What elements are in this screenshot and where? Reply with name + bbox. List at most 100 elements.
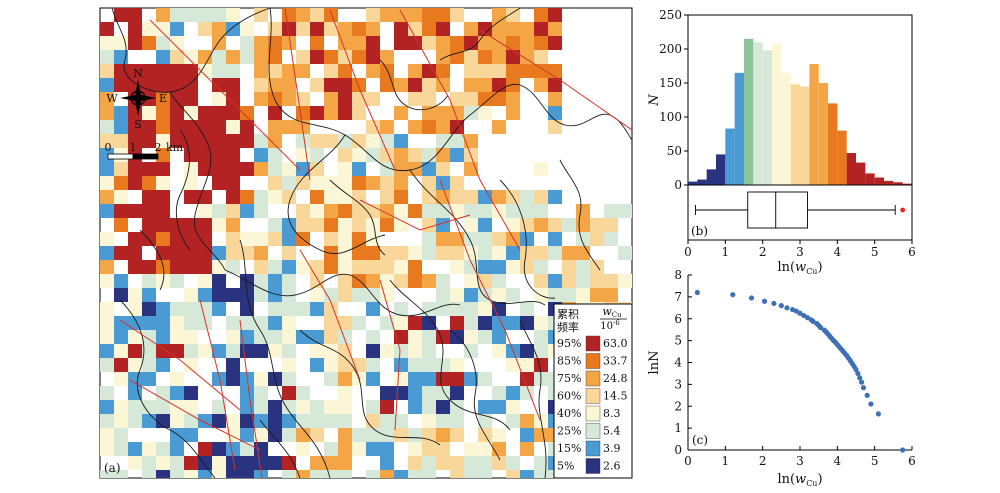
map-cell xyxy=(380,176,394,190)
map-cell xyxy=(296,302,310,316)
map-cell xyxy=(142,470,156,478)
map-cell xyxy=(534,288,548,302)
map-cell xyxy=(436,414,450,428)
map-cell xyxy=(100,36,114,50)
map-cell xyxy=(156,148,170,162)
map-cell xyxy=(422,120,436,134)
map-cell xyxy=(408,246,422,260)
map-cell xyxy=(520,442,534,456)
map-cell xyxy=(268,64,282,78)
panel-b-histogram-box: 0 50 100 150 200 250 N (b) 0 1 2 3 4 5 6 ln(wCu) xyxy=(647,8,916,276)
map-cell xyxy=(282,176,296,190)
map-cell xyxy=(478,64,492,78)
map-cell xyxy=(310,36,324,50)
map-cell xyxy=(366,120,380,134)
map-cell xyxy=(394,260,408,274)
panel-b-label: (b) xyxy=(691,224,708,238)
map-cell xyxy=(100,190,114,204)
map-cell xyxy=(520,358,534,372)
map-cell xyxy=(198,50,212,64)
map-cell xyxy=(254,78,268,92)
scatter-ytick: 1 xyxy=(674,421,682,435)
map-cell xyxy=(380,120,394,134)
legend-header-line2: 频率 xyxy=(557,320,579,334)
map-cell xyxy=(380,344,394,358)
map-cell xyxy=(338,470,352,478)
map-cell xyxy=(156,92,170,106)
map-cell xyxy=(184,330,198,344)
map-cell xyxy=(366,330,380,344)
scatter-ytick: 2 xyxy=(674,399,682,413)
map-cell xyxy=(380,190,394,204)
map-cell xyxy=(240,302,254,316)
map-cell xyxy=(436,288,450,302)
map-cell xyxy=(506,106,520,120)
map-cell xyxy=(282,470,296,478)
map-cell xyxy=(366,344,380,358)
map-cell xyxy=(142,162,156,176)
map-cell xyxy=(184,176,198,190)
map-cell xyxy=(212,372,226,386)
map-cell xyxy=(114,64,128,78)
map-cell xyxy=(184,316,198,330)
map-cell xyxy=(548,106,562,120)
map-cell xyxy=(436,78,450,92)
compass-w: W xyxy=(106,92,118,105)
map-cell xyxy=(338,274,352,288)
map-cell xyxy=(142,288,156,302)
map-cell xyxy=(128,246,142,260)
map-cell xyxy=(464,274,478,288)
map-cell xyxy=(478,190,492,204)
map-cell xyxy=(170,232,184,246)
map-cell xyxy=(226,176,240,190)
map-cell xyxy=(226,148,240,162)
map-cell xyxy=(268,134,282,148)
map-cell xyxy=(268,274,282,288)
map-cell xyxy=(380,246,394,260)
map-cell xyxy=(268,260,282,274)
map-cell xyxy=(226,372,240,386)
map-cell xyxy=(212,134,226,148)
map-cell xyxy=(310,176,324,190)
map-cell xyxy=(492,22,506,36)
map-cell xyxy=(212,176,226,190)
map-cell xyxy=(436,456,450,470)
map-cell xyxy=(506,92,520,106)
map-cell xyxy=(464,92,478,106)
map-cell xyxy=(338,414,352,428)
map-cell xyxy=(226,330,240,344)
map-cell xyxy=(436,148,450,162)
map-cell xyxy=(352,106,366,120)
map-cell xyxy=(506,246,520,260)
map-cell xyxy=(156,22,170,36)
hist-ytick: 100 xyxy=(659,110,682,124)
map-cell xyxy=(254,456,268,470)
box-xtick: 1 xyxy=(722,245,730,259)
map-cell xyxy=(534,190,548,204)
map-cell xyxy=(142,372,156,386)
map-cell xyxy=(422,442,436,456)
map-cell xyxy=(534,218,548,232)
map-cell xyxy=(240,162,254,176)
map-cell xyxy=(394,218,408,232)
map-cell xyxy=(464,372,478,386)
map-cell xyxy=(394,386,408,400)
map-cell xyxy=(394,36,408,50)
map-cell xyxy=(506,64,520,78)
map-cell xyxy=(394,344,408,358)
map-cell xyxy=(422,400,436,414)
map-cell xyxy=(268,414,282,428)
map-cell xyxy=(436,162,450,176)
map-cell xyxy=(408,344,422,358)
map-cell xyxy=(324,316,338,330)
map-cell xyxy=(324,190,338,204)
scatter-ylabel: lnN xyxy=(647,351,662,375)
map-cell xyxy=(212,22,226,36)
map-cell xyxy=(282,78,296,92)
map-cell xyxy=(128,400,142,414)
map-cell xyxy=(450,428,464,442)
map-cell xyxy=(492,36,506,50)
map-cell xyxy=(366,302,380,316)
histogram-bar xyxy=(725,128,735,185)
map-cell xyxy=(366,8,380,22)
